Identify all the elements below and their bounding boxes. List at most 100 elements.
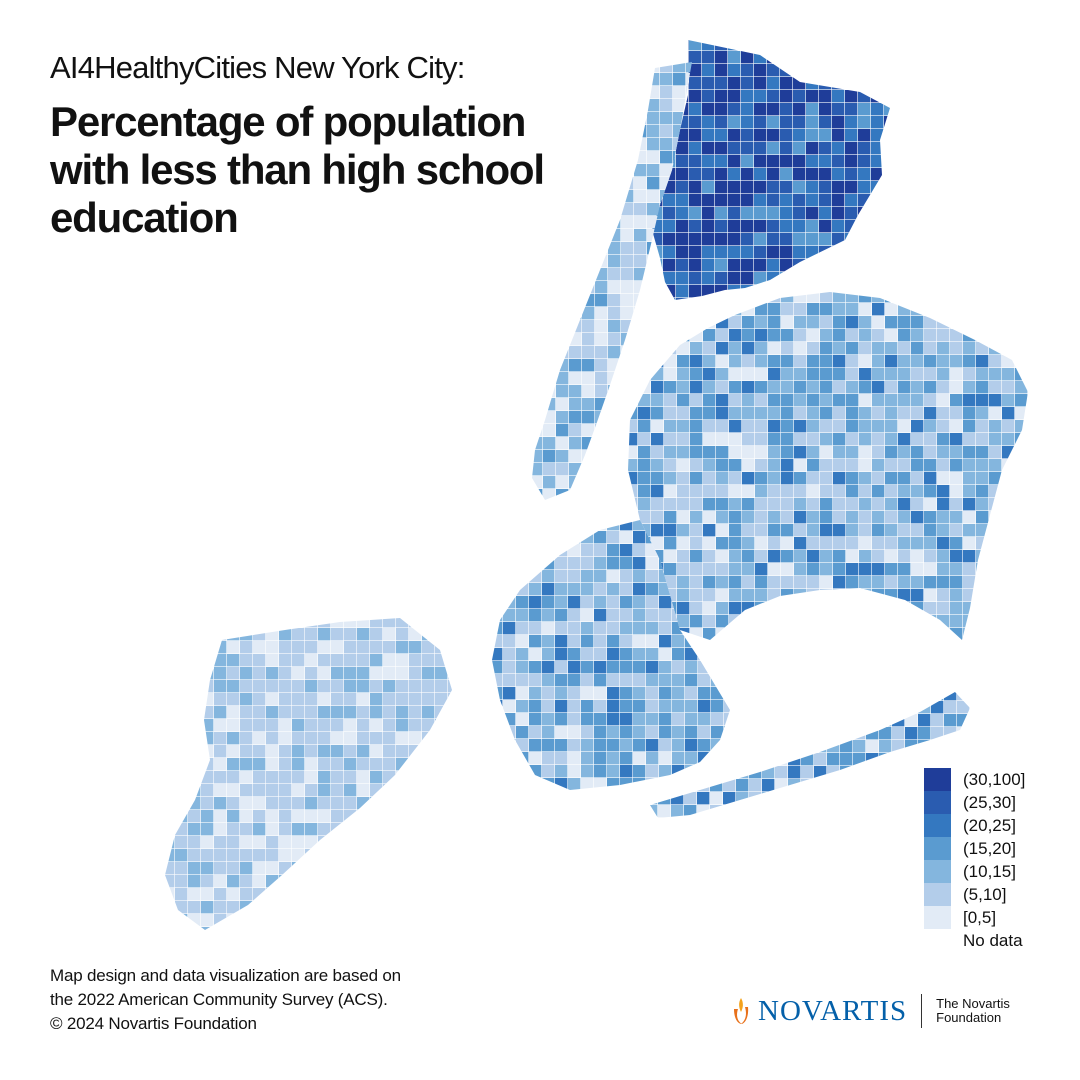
census-tract	[698, 726, 711, 739]
census-tract	[595, 320, 608, 333]
census-tract	[793, 194, 806, 207]
census-tract	[569, 450, 582, 463]
census-tract	[1015, 550, 1028, 563]
census-tract	[749, 766, 762, 779]
census-tract	[676, 285, 689, 298]
census-tract	[165, 927, 175, 930]
census-tract	[503, 531, 516, 544]
census-tract	[503, 557, 516, 570]
census-tract	[1028, 316, 1040, 328]
census-tract	[633, 687, 646, 700]
census-tract	[879, 753, 892, 766]
census-tract	[755, 589, 768, 602]
census-tract	[658, 805, 671, 818]
census-tract	[794, 576, 807, 589]
census-tract	[937, 355, 950, 368]
census-tract	[253, 654, 266, 667]
census-tract	[742, 576, 755, 589]
census-tract	[871, 129, 884, 142]
census-tract	[780, 272, 793, 285]
census-tract	[724, 765, 730, 778]
census-tract	[970, 714, 982, 726]
census-tract	[396, 914, 409, 927]
census-tract	[532, 411, 543, 424]
census-tract	[305, 914, 318, 927]
census-tract	[911, 589, 924, 602]
census-tract	[659, 713, 672, 726]
census-tract	[638, 511, 651, 524]
census-tract	[767, 259, 780, 272]
census-tract	[820, 316, 833, 329]
census-tract	[676, 142, 689, 155]
census-tract	[1028, 485, 1040, 497]
legend-swatch	[924, 768, 951, 791]
census-tract	[175, 618, 188, 628]
census-tract	[638, 368, 651, 381]
census-tract	[741, 168, 754, 181]
census-tract	[885, 485, 898, 498]
census-tract	[607, 570, 620, 583]
census-tract	[1015, 472, 1028, 485]
census-tract	[755, 394, 768, 407]
census-tract	[963, 342, 976, 355]
census-tract	[879, 692, 892, 701]
census-tract	[715, 129, 728, 142]
census-tract	[422, 836, 435, 849]
census-tract	[292, 732, 305, 745]
census-tract	[638, 485, 651, 498]
census-tract	[698, 648, 711, 661]
census-tract	[292, 836, 305, 849]
census-tract	[780, 116, 793, 129]
census-tract	[595, 125, 608, 138]
census-tract	[621, 216, 634, 229]
census-tract	[633, 583, 646, 596]
census-tract	[165, 732, 175, 745]
census-tract	[715, 77, 728, 90]
census-tract	[503, 661, 516, 674]
census-tract	[568, 570, 581, 583]
census-tract	[305, 810, 318, 823]
census-tract	[911, 511, 924, 524]
census-tract	[806, 220, 819, 233]
census-tract	[595, 437, 608, 450]
census-tract	[931, 740, 944, 753]
census-tract	[621, 346, 634, 359]
census-tract	[833, 576, 846, 589]
census-tract	[686, 62, 692, 73]
census-tract	[820, 433, 833, 446]
census-tract	[970, 701, 982, 713]
census-tract	[676, 155, 689, 168]
census-tract	[807, 576, 820, 589]
census-tract	[1015, 292, 1028, 303]
census-tract	[532, 138, 543, 151]
census-tract	[542, 752, 555, 765]
brand-divider	[921, 994, 923, 1028]
census-tract	[724, 674, 730, 687]
census-tract	[1028, 381, 1040, 393]
census-tract	[846, 628, 859, 640]
census-tract	[703, 524, 716, 537]
census-tract	[646, 557, 659, 570]
census-tract	[492, 531, 503, 544]
census-tract	[768, 446, 781, 459]
census-tract	[214, 618, 227, 628]
census-tract	[866, 766, 879, 779]
census-tract	[685, 713, 698, 726]
census-tract	[646, 791, 658, 803]
census-tract	[650, 779, 658, 792]
census-tract	[755, 563, 768, 576]
census-tract	[755, 381, 768, 394]
census-tract	[859, 550, 872, 563]
census-tract	[529, 661, 542, 674]
census-tract	[647, 307, 660, 320]
census-tract	[621, 320, 634, 333]
census-tract	[685, 778, 698, 790]
census-tract	[664, 303, 677, 316]
census-tract	[762, 779, 775, 792]
census-tract	[754, 207, 767, 220]
census-tract	[529, 583, 542, 596]
census-tract	[866, 727, 879, 740]
census-tract	[542, 739, 555, 752]
census-tract	[781, 550, 794, 563]
census-tract	[871, 207, 884, 220]
